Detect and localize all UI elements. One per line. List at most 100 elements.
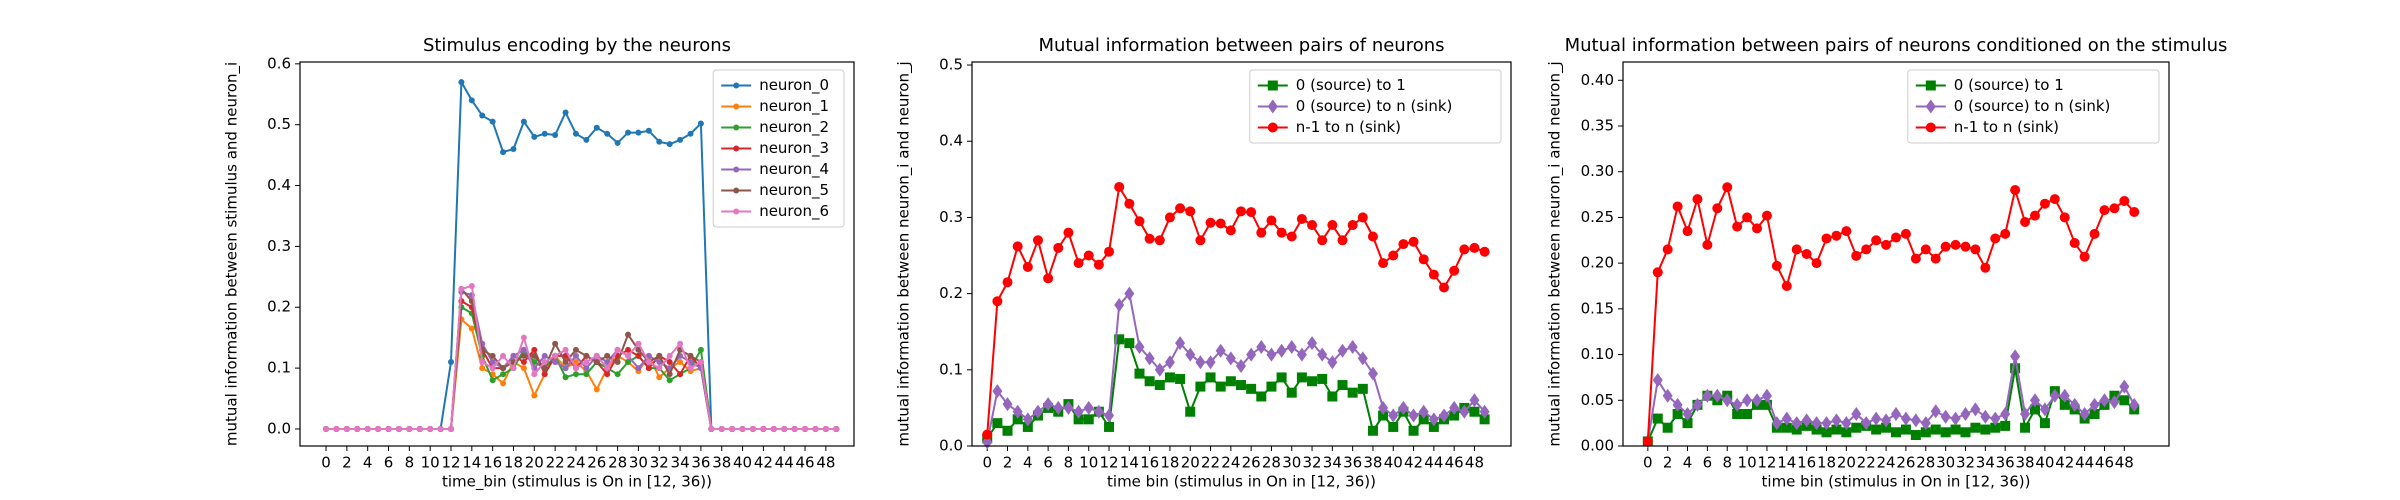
- marker: [1296, 372, 1307, 383]
- marker: [1235, 380, 1246, 391]
- x-tick-label: 18: [1817, 454, 1836, 472]
- marker: [2049, 388, 2060, 403]
- x-tick-label: 30: [1936, 454, 1955, 472]
- marker: [635, 129, 642, 136]
- marker: [635, 352, 642, 359]
- marker: [1175, 203, 1186, 214]
- x-tick-label: 36: [1343, 454, 1362, 472]
- marker: [2059, 212, 2070, 223]
- marker: [1449, 265, 1460, 276]
- marker: [1388, 408, 1399, 423]
- marker: [1002, 425, 1013, 436]
- marker: [1418, 404, 1429, 419]
- marker: [697, 120, 704, 127]
- marker: [583, 365, 590, 372]
- marker: [572, 130, 579, 137]
- marker: [1881, 239, 1892, 250]
- x-tick-label: 14: [1120, 454, 1139, 472]
- marker: [729, 425, 736, 432]
- marker: [1093, 404, 1104, 419]
- x-tick-label: 10: [1738, 454, 1757, 472]
- marker: [1175, 336, 1186, 351]
- marker: [1990, 422, 2001, 433]
- x-tick-label: 44: [2075, 454, 2094, 472]
- marker: [1920, 244, 1931, 255]
- marker: [1286, 387, 1297, 398]
- marker: [2000, 407, 2011, 421]
- x-tick-label: 48: [816, 454, 835, 472]
- marker: [1652, 373, 1663, 388]
- y-tick-label: 0.00: [1581, 437, 1614, 455]
- marker: [992, 418, 1003, 429]
- marker: [1093, 259, 1104, 270]
- marker: [604, 371, 611, 378]
- plot-frame: [1622, 61, 2170, 447]
- legend-label: neuron_6: [759, 202, 829, 221]
- marker: [1900, 411, 1911, 426]
- marker: [625, 359, 632, 366]
- marker: [733, 103, 740, 110]
- x-tick-label: 4: [1023, 454, 1033, 472]
- y-tick-label: 0.5: [267, 115, 291, 133]
- y-tick-label: 0.6: [267, 54, 291, 72]
- marker: [645, 359, 652, 366]
- marker: [1164, 212, 1175, 223]
- marker: [2039, 198, 2050, 209]
- marker: [1002, 397, 1013, 412]
- x-tick-label: 32: [650, 454, 669, 472]
- x-tick-label: 36: [1996, 454, 2015, 472]
- marker: [1185, 347, 1196, 362]
- x-axis-label: time bin (stimulus in On in [12, 36)): [1107, 473, 1376, 491]
- marker: [541, 359, 548, 366]
- marker: [2000, 228, 2011, 239]
- marker: [520, 359, 527, 366]
- legend-box: [1907, 69, 2160, 144]
- marker: [749, 425, 756, 432]
- marker: [1428, 412, 1439, 427]
- marker: [1347, 220, 1358, 231]
- marker: [1276, 343, 1287, 358]
- x-tick-label: 34: [671, 454, 690, 472]
- marker: [1940, 241, 1951, 252]
- marker: [572, 346, 579, 353]
- marker: [406, 425, 413, 432]
- x-tick-label: 24: [1877, 454, 1896, 472]
- marker: [1347, 339, 1358, 354]
- marker: [1702, 388, 1713, 403]
- marker: [1134, 216, 1145, 227]
- marker: [1134, 368, 1145, 379]
- marker: [1266, 381, 1277, 392]
- marker: [677, 136, 684, 143]
- marker: [552, 340, 559, 347]
- marker: [822, 425, 829, 432]
- x-tick-label: 16: [1140, 454, 1159, 472]
- marker: [531, 352, 538, 359]
- marker: [982, 429, 993, 440]
- marker: [733, 187, 740, 194]
- marker: [1144, 376, 1155, 387]
- x-tick-label: 28: [608, 454, 627, 472]
- x-tick-label: 2: [1663, 454, 1673, 472]
- marker: [1459, 244, 1470, 255]
- marker: [541, 130, 548, 137]
- x-tick-label: 8: [1722, 454, 1732, 472]
- marker: [583, 359, 590, 366]
- marker: [1307, 220, 1318, 231]
- marker: [2039, 418, 2050, 429]
- x-axis-label: time_bin (stimulus is On in [12, 36)): [442, 473, 712, 492]
- x-tick-label: 40: [2035, 454, 2054, 472]
- marker: [1439, 408, 1450, 423]
- marker: [468, 97, 475, 104]
- marker: [1930, 424, 1941, 435]
- marker: [489, 365, 496, 372]
- marker: [2089, 409, 2100, 419]
- marker: [1378, 400, 1389, 415]
- marker: [1841, 226, 1852, 237]
- x-tick-label: 28: [1916, 454, 1935, 472]
- marker: [1235, 359, 1246, 373]
- marker: [593, 352, 600, 359]
- marker: [458, 285, 465, 292]
- x-tick-label: 0: [321, 454, 331, 472]
- legend-label: neuron_4: [759, 160, 829, 179]
- marker: [1246, 347, 1257, 362]
